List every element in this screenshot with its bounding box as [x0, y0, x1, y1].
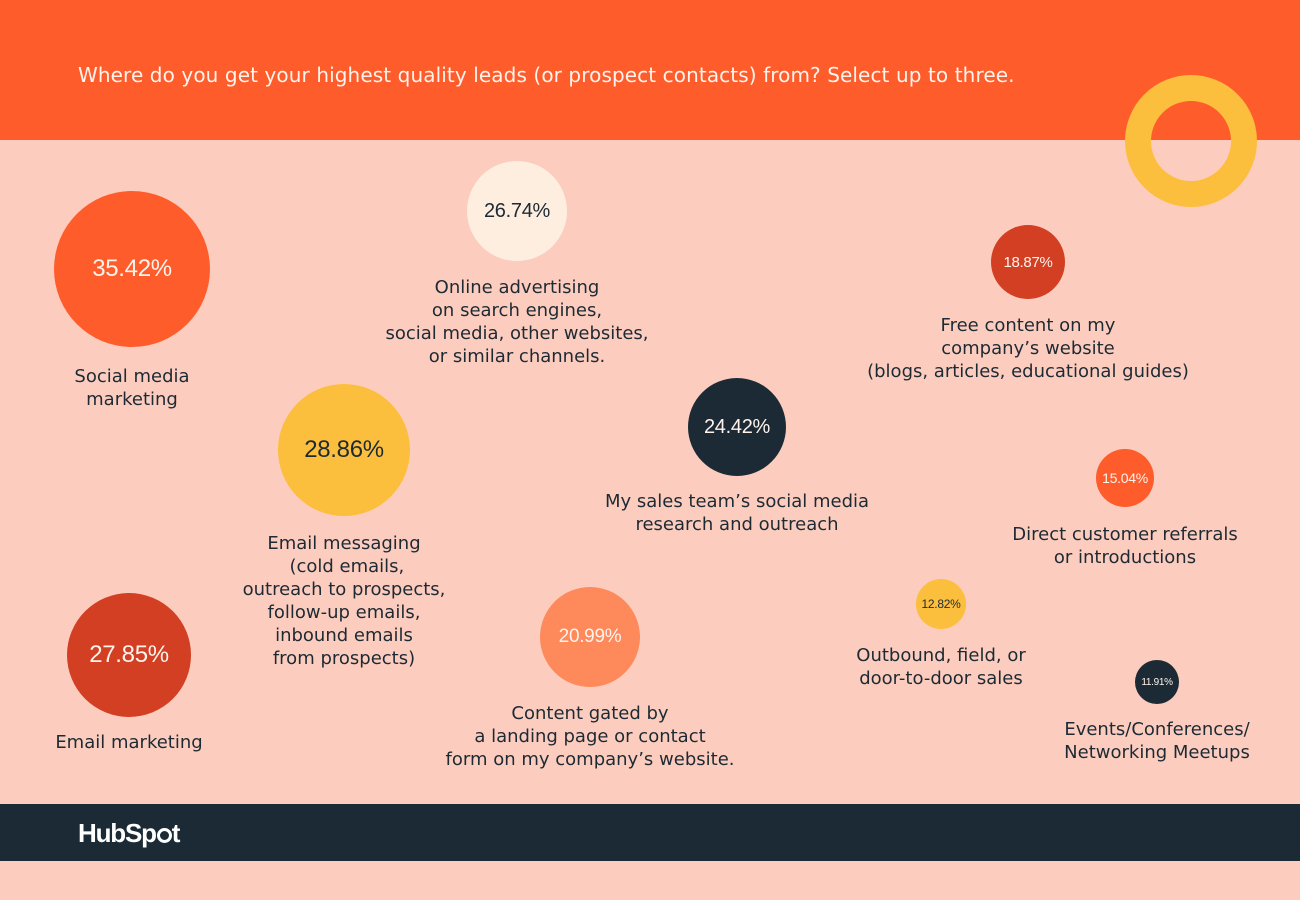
logo-text-end: t — [171, 818, 181, 848]
bubble-label: Free content on my company’s website (bl… — [867, 315, 1189, 382]
bubble-value: 12.82% — [921, 597, 961, 611]
bubble-5: 24.42% — [688, 378, 786, 476]
bubble-value: 28.86% — [304, 436, 384, 463]
bubble-value: 26.74% — [483, 199, 551, 222]
bubble-label: Online advertising on search engines, so… — [385, 277, 649, 367]
bubble-9: 12.82% — [916, 579, 966, 629]
bubble-label: Email marketing — [55, 732, 203, 753]
bubble-value: 35.42% — [92, 255, 172, 282]
bubble-label: Email messaging (cold emails, outreach t… — [242, 533, 446, 669]
logo-text-start: HubSp — [78, 818, 157, 848]
footer-bar: HubSp t — [0, 804, 1300, 861]
bubble-3: 18.87% — [991, 225, 1065, 299]
bubble-value: 20.99% — [558, 626, 622, 647]
hubspot-logo: HubSp t — [78, 818, 181, 849]
sprocket-icon — [156, 828, 172, 843]
bubble-1: 35.42% — [54, 191, 210, 347]
bubble-label: Direct customer referrals or introductio… — [1012, 524, 1238, 568]
bubble-7: 27.85% — [67, 593, 191, 717]
header-banner: Where do you get your highest quality le… — [0, 0, 1300, 140]
bubble-4: 28.86% — [278, 384, 410, 516]
bubble-value: 27.85% — [89, 641, 169, 668]
bubble-6: 15.04% — [1096, 449, 1154, 507]
bubble-value: 15.04% — [1102, 470, 1148, 486]
bubble-2: 26.74% — [467, 161, 567, 261]
bubble-label: Outbound, field, or door-to-door sales — [856, 645, 1026, 689]
survey-question: Where do you get your highest quality le… — [78, 63, 1015, 87]
decorative-ring — [1125, 75, 1257, 207]
bubble-8: 20.99% — [540, 587, 640, 687]
bubble-value: 24.42% — [703, 415, 771, 438]
bubble-label: Content gated by a landing page or conta… — [445, 703, 735, 770]
bubble-label: My sales team’s social media research an… — [604, 491, 870, 535]
bubble-label: Events/Conferences/ Networking Meetups — [1064, 719, 1250, 763]
bubble-value: 11.91% — [1141, 676, 1173, 688]
bubble-10: 11.91% — [1135, 660, 1179, 704]
bubble-value: 18.87% — [1003, 253, 1053, 271]
bubble-label: Social media marketing — [74, 366, 190, 410]
